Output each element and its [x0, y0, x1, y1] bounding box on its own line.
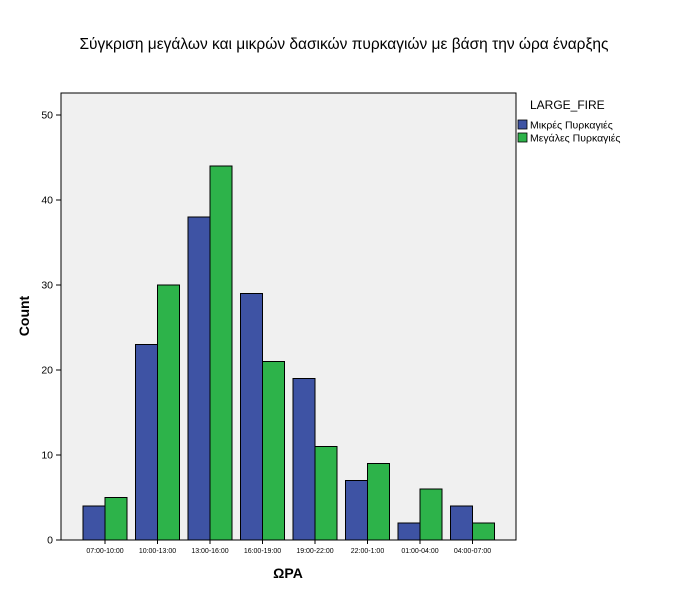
bar: [209, 165, 233, 541]
x-axis-label: ΩΡΑ: [273, 565, 303, 581]
bar: [82, 505, 106, 541]
bar: [397, 522, 421, 541]
y-tick-label: 0: [47, 535, 53, 547]
chart-title: Σύγκριση μεγάλων και μικρών δασικών πυρκ…: [79, 36, 608, 53]
x-tick-label: 01:00-04:00: [401, 548, 438, 555]
y-tick-label: 10: [41, 450, 53, 462]
x-tick-label: 13:00-16:00: [191, 548, 228, 555]
bar: [262, 361, 285, 541]
y-tick-label: 40: [41, 195, 53, 207]
x-tick-label: 04:00-07:00: [454, 548, 491, 555]
legend-title: LARGE_FIRE: [530, 98, 605, 112]
x-tick-label: 22:00-1:00: [351, 548, 385, 555]
y-axis: 0 10 20 30 40 50: [41, 110, 61, 547]
y-tick-label: 20: [41, 365, 53, 377]
legend-label: Μεγάλες Πυρκαγιές: [530, 133, 620, 145]
bar: [367, 463, 390, 541]
legend-label: Μικρές Πυρκαγιές: [530, 120, 613, 132]
y-tick-label: 30: [41, 280, 53, 292]
x-tick-label: 16:00-19:00: [244, 548, 281, 555]
x-axis: 07:00-10:00 10:00-13:00 13:00-16:00 16:00-1…: [86, 540, 491, 555]
bar: [419, 488, 443, 541]
bar: [345, 480, 368, 541]
x-tick-label: 07:00-10:00: [86, 548, 123, 555]
bar: [240, 293, 263, 541]
y-tick-label: 50: [41, 110, 53, 122]
y-axis-label: Count: [16, 295, 32, 336]
x-tick-label: 19:00-22:00: [296, 548, 333, 555]
x-tick-label: 10:00-13:00: [139, 548, 176, 555]
bar: [135, 344, 158, 541]
legend-swatch: [517, 132, 528, 143]
plot-area: [60, 92, 517, 541]
bar: [187, 216, 211, 541]
legend-swatch: [517, 119, 528, 130]
bar: [157, 284, 180, 541]
bar: [472, 522, 495, 541]
bars-group: [82, 165, 495, 541]
bar: [314, 446, 338, 541]
bar: [292, 378, 316, 541]
bar: [450, 505, 473, 541]
bar: [104, 497, 128, 541]
